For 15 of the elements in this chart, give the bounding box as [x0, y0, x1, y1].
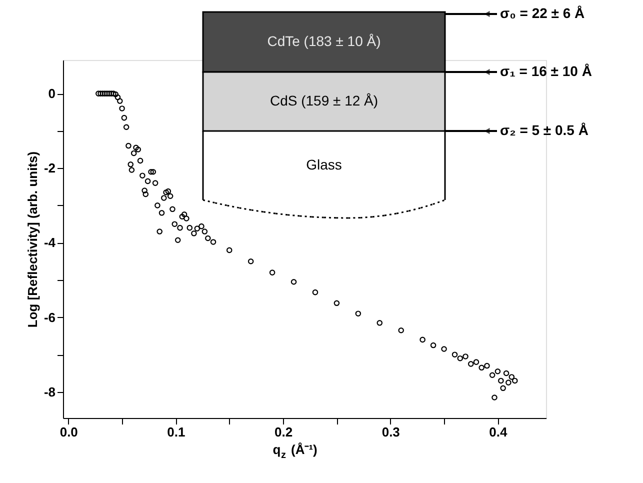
- x-tick-label: 0.1: [167, 424, 186, 440]
- x-tick-label: 0.2: [274, 424, 293, 440]
- annotation: Glass: [306, 156, 342, 172]
- y-tick-label: 0: [48, 86, 56, 102]
- x-tick-label: 0.4: [489, 424, 508, 440]
- y-tick-label: -6: [44, 310, 56, 325]
- y-tick-label: -4: [44, 235, 56, 250]
- y-tick-label: -2: [44, 160, 56, 176]
- x-tick-label: 0.3: [382, 424, 400, 440]
- annotation: σ₂ = 5 ± 0.5 Å: [500, 122, 588, 138]
- x-tick-label: 0.0: [60, 424, 78, 440]
- y-tick-label: -8: [44, 384, 56, 400]
- annotation: σ₁ = 16 ± 10 Å: [500, 63, 592, 79]
- y-axis-title: Log [Reflectivity] (arb. units): [24, 151, 40, 328]
- text: σ₀ = 22 ± 6 Å: [500, 5, 585, 21]
